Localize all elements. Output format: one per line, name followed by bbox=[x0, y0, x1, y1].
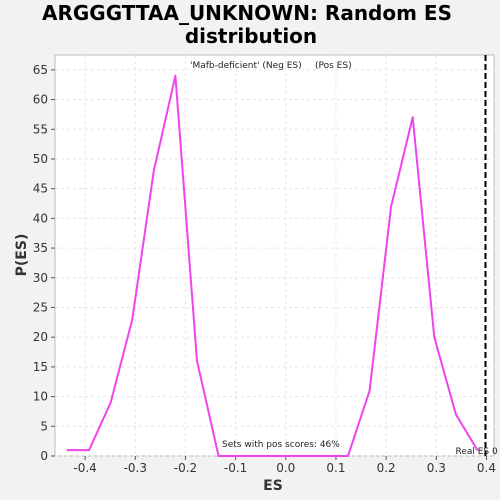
legend-pos-es: (Pos ES) bbox=[315, 61, 352, 71]
y-tick-label: 40 bbox=[33, 211, 48, 225]
data-point bbox=[239, 455, 242, 457]
y-tick-label: 0 bbox=[40, 449, 48, 463]
x-tick-label: -0.2 bbox=[174, 461, 197, 475]
x-axis-title: ES bbox=[263, 478, 283, 494]
plot-area bbox=[54, 54, 495, 457]
y-tick-label: 60 bbox=[33, 93, 48, 107]
data-point bbox=[260, 455, 263, 457]
data-point bbox=[88, 449, 91, 452]
x-tick-label: 0.2 bbox=[377, 461, 396, 475]
y-tick-label: 50 bbox=[33, 152, 48, 166]
x-tick-label: -0.3 bbox=[124, 461, 147, 475]
x-tick-label: 0.0 bbox=[276, 461, 295, 475]
data-point bbox=[433, 336, 436, 339]
y-tick-label: 65 bbox=[33, 63, 48, 77]
y-tick-label: 10 bbox=[33, 390, 48, 404]
es-distribution-line bbox=[67, 74, 479, 457]
chart-title-line1: ARGGGTTAA_UNKNOWN: Random ES bbox=[42, 1, 452, 25]
data-point bbox=[131, 318, 134, 321]
y-tick-label: 35 bbox=[33, 241, 48, 255]
data-point bbox=[109, 401, 112, 404]
y-tick-label: 30 bbox=[33, 271, 48, 285]
data-point bbox=[174, 74, 177, 77]
y-tick-label: 5 bbox=[40, 419, 48, 433]
grid-lines bbox=[55, 55, 494, 457]
data-point bbox=[217, 455, 220, 457]
x-tick-label: -0.1 bbox=[224, 461, 247, 475]
y-tick-label: 20 bbox=[33, 330, 48, 344]
pos-scores-annotation: Sets with pos scores: 46% bbox=[222, 440, 340, 450]
legend-neg-es: 'Mafb-deficient' (Neg ES) bbox=[190, 61, 302, 71]
data-point bbox=[66, 449, 69, 452]
real-es-label: Real ES 0 bbox=[455, 447, 498, 457]
data-point bbox=[454, 413, 457, 416]
data-point bbox=[347, 455, 350, 457]
real-es-layer: Real ES 0 bbox=[455, 55, 498, 457]
x-tick-label: 0.4 bbox=[477, 461, 496, 475]
y-axis-title: P(ES) bbox=[14, 234, 30, 277]
data-point bbox=[368, 389, 371, 392]
data-point bbox=[303, 455, 306, 457]
x-tick-label: 0.3 bbox=[427, 461, 446, 475]
chart-title-line2: distribution bbox=[185, 24, 317, 48]
data-point bbox=[390, 205, 393, 208]
x-tick-label: 0.1 bbox=[326, 461, 345, 475]
axes: 0 5 10 15 20 25 30 35 40 45 50 55 60 65 -0.4 -0.3 -0.2 -0… bbox=[33, 63, 496, 475]
data-point bbox=[195, 359, 198, 362]
y-tick-label: 55 bbox=[33, 122, 48, 136]
x-tick-label: -0.4 bbox=[73, 461, 96, 475]
series-layer bbox=[66, 74, 479, 457]
data-point bbox=[282, 455, 285, 457]
y-tick-label: 25 bbox=[33, 300, 48, 314]
data-point bbox=[411, 116, 414, 119]
y-tick-label: 45 bbox=[33, 182, 48, 196]
y-tick-label: 15 bbox=[33, 360, 48, 374]
data-point bbox=[152, 169, 155, 172]
data-point bbox=[325, 455, 328, 457]
data-point bbox=[476, 449, 479, 452]
